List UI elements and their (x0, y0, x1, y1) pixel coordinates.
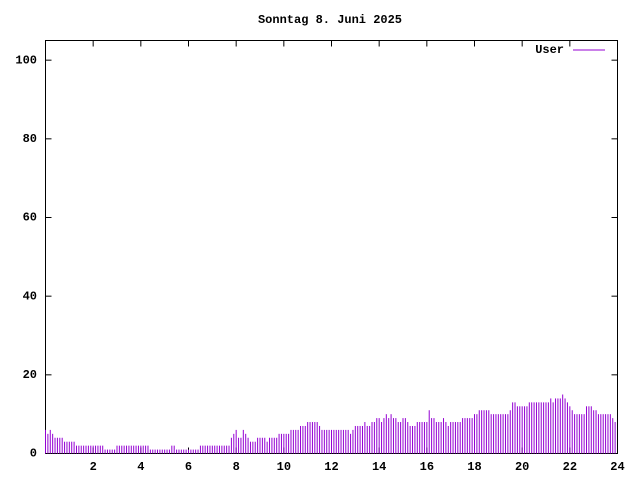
x-tick-label: 12 (324, 460, 338, 474)
x-tick-label: 22 (563, 460, 577, 474)
y-tick-label: 100 (15, 53, 37, 67)
x-tick-label: 8 (233, 460, 240, 474)
y-tick-label: 20 (23, 368, 37, 382)
x-tick-label: 4 (137, 460, 144, 474)
y-tick-label: 80 (23, 132, 37, 146)
y-tick-label: 0 (30, 447, 37, 461)
x-tick-label: 18 (467, 460, 481, 474)
y-tick-label: 40 (23, 289, 37, 303)
x-tick-label: 6 (185, 460, 192, 474)
y-tick-label: 60 (23, 211, 37, 225)
chart-title: Sonntag 8. Juni 2025 (258, 13, 402, 27)
x-tick-label: 10 (277, 460, 291, 474)
x-tick-label: 24 (610, 460, 624, 474)
x-tick-label: 2 (90, 460, 97, 474)
x-tick-label: 20 (515, 460, 529, 474)
legend-label: User (535, 43, 564, 57)
x-tick-label: 16 (420, 460, 434, 474)
x-tick-label: 14 (372, 460, 386, 474)
